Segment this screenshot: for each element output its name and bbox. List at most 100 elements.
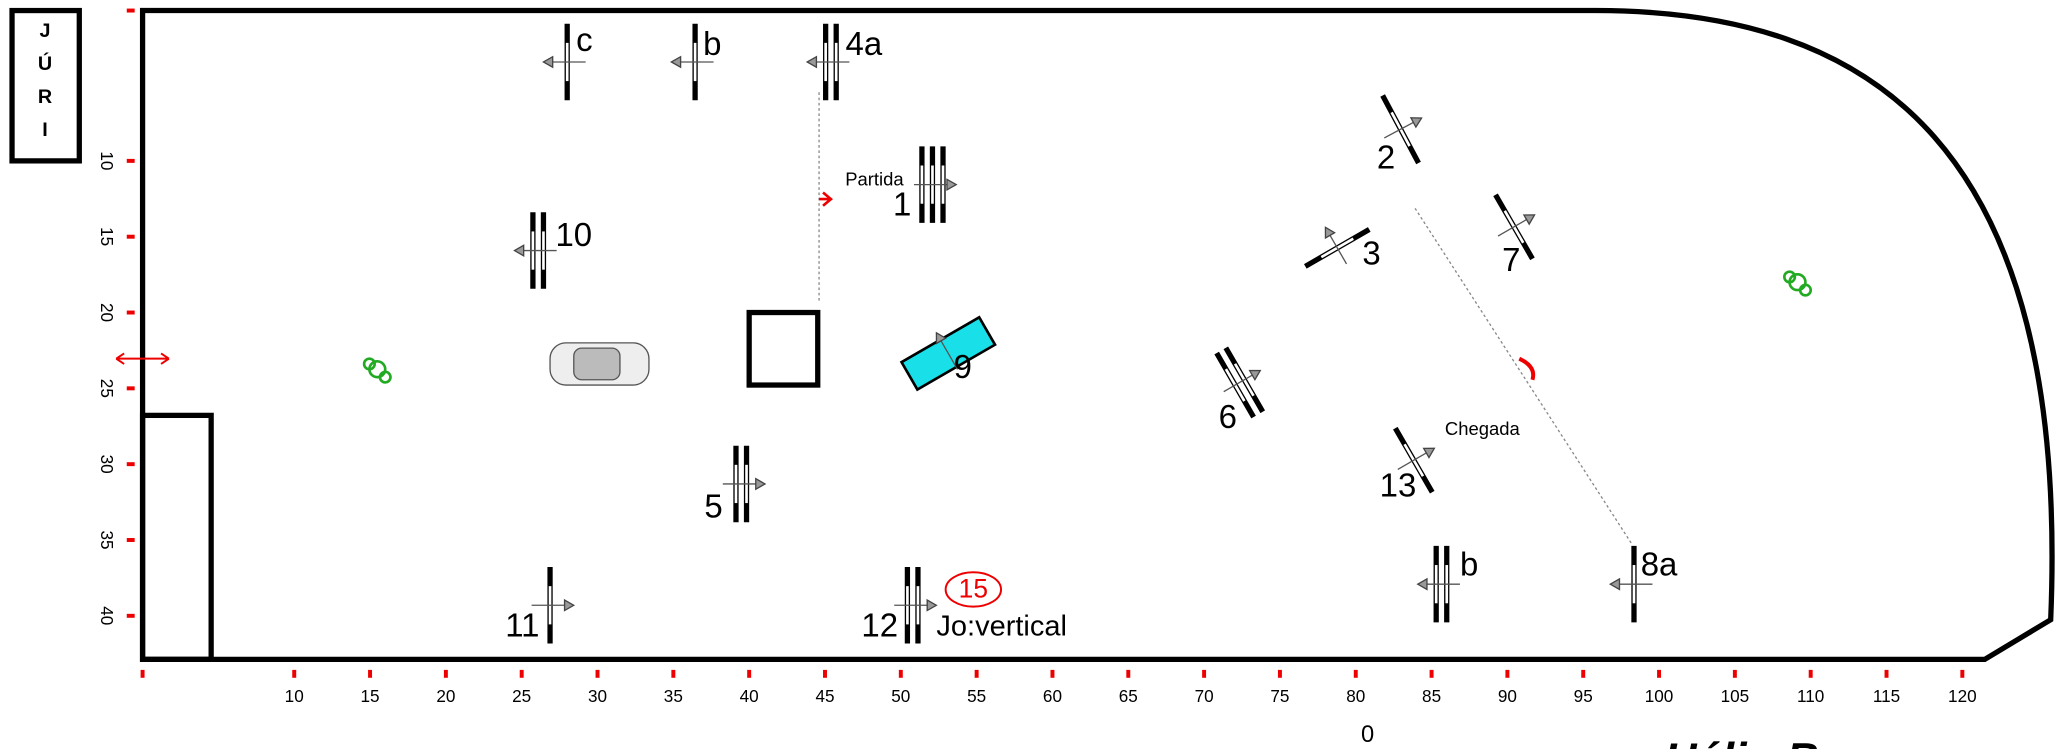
jury-letter: R xyxy=(38,86,52,108)
obstacle xyxy=(1493,193,1536,261)
x-scale-label: 105 xyxy=(1721,686,1750,706)
obstacle-label: 9 xyxy=(954,348,972,385)
arena-outline xyxy=(139,7,2055,662)
direction-arrow xyxy=(670,55,682,69)
y-scale-label: 15 xyxy=(97,227,117,246)
direction-arrow xyxy=(542,55,554,69)
x-scale-label: 85 xyxy=(1422,686,1441,706)
obstacle xyxy=(722,445,767,523)
x-scale-label: 80 xyxy=(1346,686,1365,706)
car xyxy=(549,342,650,386)
plant xyxy=(362,270,1813,384)
direction-arrow xyxy=(1608,577,1621,591)
direction-arrow xyxy=(1422,447,1436,459)
direction-arrow xyxy=(1324,226,1336,240)
obstacle-label: 2 xyxy=(1377,138,1395,175)
obstacle xyxy=(1393,426,1436,494)
obstacle xyxy=(542,23,586,101)
jury-letter: J xyxy=(40,20,51,42)
direction-arrow xyxy=(563,598,576,612)
direction-arrow xyxy=(1248,369,1262,382)
y-scale-label: 20 xyxy=(97,303,117,322)
x-scale-label: 25 xyxy=(512,686,531,706)
x-scale-label: 45 xyxy=(815,686,834,706)
x-scale-label: 10 xyxy=(285,686,304,706)
direction-arrow xyxy=(946,178,958,192)
direction xyxy=(1223,372,1257,393)
direction xyxy=(1383,119,1418,139)
obstacle-label: 4a xyxy=(846,25,883,62)
square-obstacle xyxy=(746,309,821,388)
x-scale-label: 90 xyxy=(1498,686,1517,706)
direction-arrow xyxy=(1416,577,1428,591)
obstacle xyxy=(1416,545,1460,623)
finish-label: Chegada xyxy=(1445,418,1521,439)
obstacle xyxy=(1214,346,1266,419)
x-scale-label: 120 xyxy=(1948,686,1977,706)
direction-arrow xyxy=(755,477,767,491)
obstacle xyxy=(1303,226,1371,269)
author: Hélio B xyxy=(1664,733,1818,749)
obstacle xyxy=(805,23,850,101)
direction-arrow xyxy=(805,55,818,69)
x-scale-label: 50 xyxy=(891,686,910,706)
direction-arrow xyxy=(1409,117,1423,129)
start-label: Partida xyxy=(845,169,904,190)
obstacle-label: 5 xyxy=(704,488,722,525)
x-scale-label: 15 xyxy=(361,686,380,706)
direction xyxy=(938,337,959,370)
obstacle-label: 8a xyxy=(1641,546,1678,583)
obstacle-label: b xyxy=(703,25,721,62)
direction-arrow xyxy=(1522,214,1536,226)
obstacle xyxy=(670,23,714,101)
note-circle xyxy=(944,571,1003,608)
x-scale-label: 65 xyxy=(1119,686,1138,706)
x-scale-label: 110 xyxy=(1797,686,1824,706)
origin-label: 0 xyxy=(1361,722,1374,748)
y-scale-label: 30 xyxy=(97,455,117,474)
obstacle-label: c xyxy=(576,21,592,58)
direction xyxy=(1327,231,1348,265)
y-scale-label: 25 xyxy=(97,379,117,398)
finish-line xyxy=(1414,207,1632,544)
obstacle xyxy=(899,315,997,392)
obstacle-label: 12 xyxy=(861,606,898,643)
x-scale-label: 30 xyxy=(588,686,607,706)
direction-arrow xyxy=(926,598,938,612)
direction xyxy=(1497,217,1531,237)
x-scale-label: 60 xyxy=(1043,686,1062,706)
note-text: Jo:vertical xyxy=(936,610,1067,642)
finish-arrow xyxy=(1518,356,1536,381)
obstacle-label: 13 xyxy=(1380,467,1417,504)
x-scale-label: 70 xyxy=(1195,686,1214,706)
x-scale-label: 55 xyxy=(967,686,986,706)
jury-letter: Ú xyxy=(38,51,52,75)
obstacle-label: 6 xyxy=(1219,398,1237,435)
x-scale-label: 95 xyxy=(1574,686,1593,706)
obstacle-label: 7 xyxy=(1502,241,1520,278)
obstacle-label: b xyxy=(1460,546,1478,583)
obstacle-label: 3 xyxy=(1362,235,1380,272)
entrance-box xyxy=(139,412,214,662)
x-scale-label: 75 xyxy=(1270,686,1289,706)
obstacle xyxy=(1380,94,1423,165)
obstacle-label: 10 xyxy=(555,216,592,253)
x-scale-label: 40 xyxy=(740,686,759,706)
x-scale-label: 20 xyxy=(436,686,455,706)
obstacle xyxy=(914,146,958,223)
x-scale-label: 100 xyxy=(1645,686,1674,706)
jury-box xyxy=(9,7,82,164)
direction-arrow xyxy=(513,244,525,257)
x-scale-label: 35 xyxy=(664,686,683,706)
obstacle xyxy=(513,212,557,289)
obstacle xyxy=(1608,545,1653,623)
obstacle-label: 1 xyxy=(893,186,911,223)
note-number: 15 xyxy=(959,574,988,604)
direction xyxy=(1397,450,1431,471)
obstacle xyxy=(894,567,938,644)
direction-arrow xyxy=(935,331,947,345)
obstacle-label: 11 xyxy=(505,606,539,643)
jury-letter: I xyxy=(42,119,48,141)
start-arrow xyxy=(819,191,833,207)
